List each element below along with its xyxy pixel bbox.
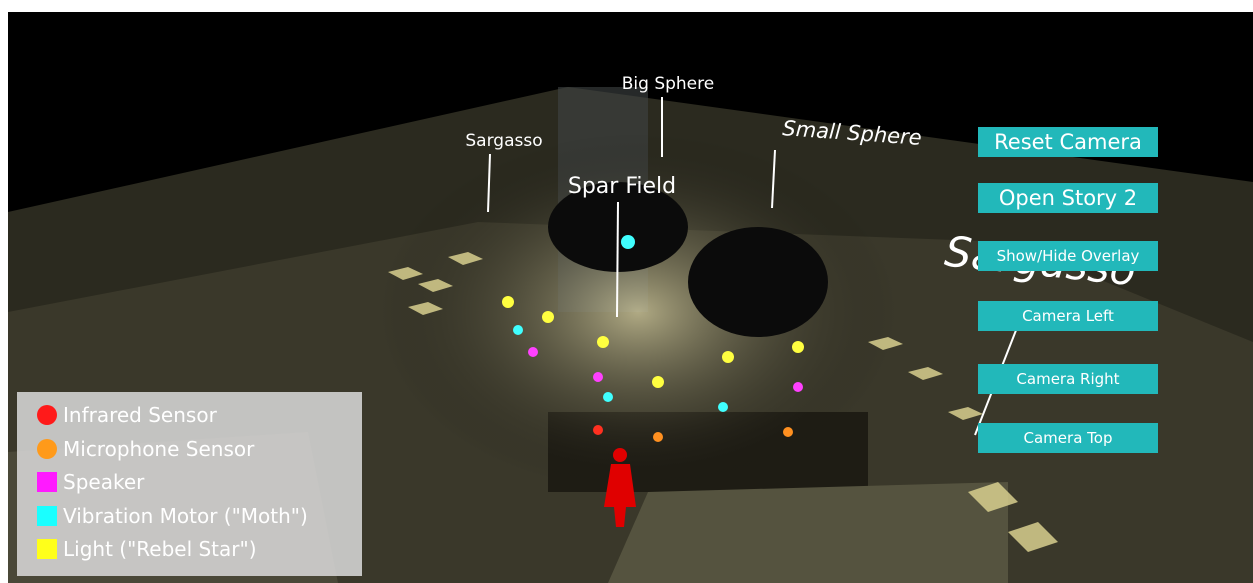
scene-label: Spar Field (568, 174, 676, 199)
scene-label: Sargasso (465, 131, 542, 151)
legend: Infrared Sensor Microphone Sensor Speaker V… (17, 392, 362, 576)
button[interactable]: Show/Hide Overlay (978, 241, 1158, 271)
visitor-figure (604, 448, 636, 527)
button[interactable]: Camera Left (978, 301, 1158, 331)
small-sphere (688, 227, 828, 337)
button[interactable]: Reset Camera (978, 127, 1158, 157)
light-dots (502, 235, 804, 442)
glow-area (378, 132, 898, 492)
legend-label: Light ("Rebel Star") (63, 537, 257, 561)
button[interactable]: Open Story 2 (978, 183, 1158, 213)
legend-item: Light ("Rebel Star") (37, 534, 257, 564)
legend-swatch (37, 472, 57, 492)
legend-swatch (37, 505, 57, 526)
legend-swatch (37, 438, 57, 459)
legend-swatch (37, 405, 57, 425)
legend-swatch (37, 539, 57, 559)
legend-item: Speaker (37, 467, 144, 497)
legend-item: Microphone Sensor (37, 434, 254, 464)
legend-label: Microphone Sensor (63, 436, 255, 461)
legend-label: Vibration Motor ("Moth") (63, 503, 308, 528)
button[interactable]: Camera Right (978, 364, 1158, 394)
legend-label: Speaker (63, 470, 145, 494)
legend-item: Infrared Sensor (37, 400, 217, 430)
legend-item: Vibration Motor ("Moth") (37, 501, 308, 531)
floor-block (608, 482, 1008, 583)
button[interactable]: Camera Top (978, 423, 1158, 453)
scene-label: Big Sphere (622, 74, 714, 94)
legend-label: Infrared Sensor (63, 403, 217, 427)
leader-line (771, 149, 776, 209)
leader-line (487, 153, 491, 213)
leader-line (616, 201, 619, 318)
hexagons (388, 252, 1058, 552)
